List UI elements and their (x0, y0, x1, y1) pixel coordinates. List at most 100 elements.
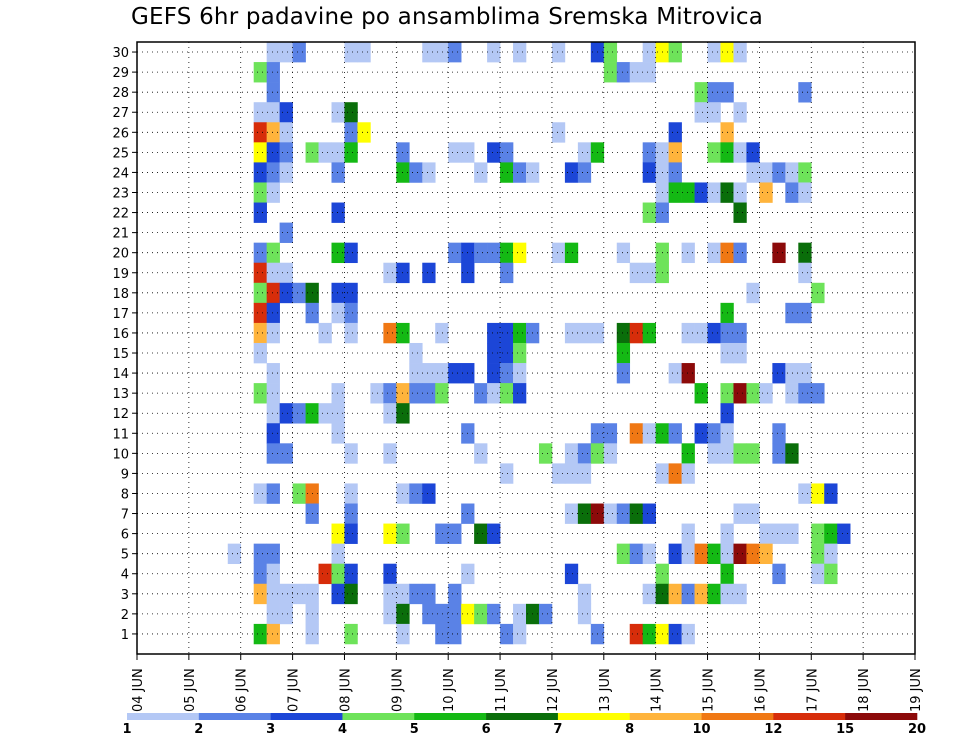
colorbar-label: 7 (553, 722, 562, 737)
x-tick-label: 06 JUN (235, 668, 250, 712)
heatmap-cell (642, 162, 656, 183)
heatmap-cell (681, 523, 695, 544)
x-tick-label: 07 JUN (287, 668, 302, 712)
heatmap-cell (577, 443, 592, 464)
heatmap-cell (668, 463, 682, 484)
heatmap-cell (538, 603, 553, 625)
heatmap-cell (474, 523, 488, 544)
heatmap-cell (279, 403, 293, 424)
heatmap-cell (642, 623, 656, 645)
heatmap-cell (759, 543, 773, 565)
heatmap-cell (513, 342, 527, 364)
y-tick-label: 24 (112, 166, 129, 181)
heatmap-cell (344, 242, 358, 264)
heatmap-cell (500, 463, 514, 484)
heatmap-cell (707, 42, 721, 63)
heatmap-cell (551, 122, 566, 143)
heatmap-cell (487, 603, 501, 625)
y-tick-label: 13 (112, 387, 129, 402)
heatmap-cell (253, 543, 267, 565)
heatmap-cell (577, 503, 592, 524)
heatmap-cell (513, 383, 527, 404)
heatmap-cell (409, 383, 423, 404)
heatmap-cell (253, 182, 267, 203)
heatmap-cell (824, 523, 838, 544)
heatmap-cell (318, 322, 332, 344)
heatmap-cell (253, 302, 267, 324)
heatmap-cell (603, 62, 618, 83)
heatmap-cell (487, 342, 501, 364)
heatmap-cell (668, 162, 682, 183)
heatmap-cell (344, 443, 358, 464)
colorbar-swatch (198, 713, 271, 720)
heatmap-cell (279, 222, 293, 243)
heatmap-cell (409, 363, 423, 384)
y-tick-label: 28 (112, 86, 129, 101)
heatmap-cell (694, 543, 708, 565)
heatmap-cell (824, 563, 838, 585)
heatmap-cell (746, 383, 760, 404)
heatmap-cell (448, 583, 462, 605)
heatmap-cell (279, 262, 293, 284)
heatmap-cell (551, 463, 566, 484)
heatmap-cell (253, 583, 267, 605)
heatmap-cell (266, 182, 280, 203)
heatmap-cell (500, 342, 514, 364)
heatmap-cell (266, 262, 280, 284)
heatmap-cell (253, 623, 267, 645)
y-tick-label: 30 (112, 46, 129, 61)
heatmap-cell (798, 363, 812, 384)
heatmap-cell (344, 583, 358, 605)
heatmap-cell (733, 543, 747, 565)
heatmap-cell (629, 262, 643, 284)
heatmap-cell (681, 322, 695, 344)
heatmap-cell (668, 182, 682, 203)
heatmap-cell (772, 563, 786, 585)
heatmap-cell (409, 162, 423, 183)
heatmap-cell (279, 603, 293, 625)
heatmap-cell (344, 503, 358, 524)
y-tick-label: 29 (112, 66, 129, 81)
heatmap-cell (331, 543, 345, 565)
heatmap-cell (668, 623, 682, 645)
y-tick-label: 5 (121, 548, 129, 563)
heatmap-cell (422, 483, 436, 504)
heatmap-cell (435, 383, 449, 404)
heatmap-cell (772, 162, 786, 183)
heatmap-cell (798, 242, 812, 264)
heatmap-cell (616, 322, 631, 344)
heatmap-cell (383, 262, 397, 284)
heatmap-cell (564, 503, 579, 524)
heatmap-cell (694, 182, 708, 203)
heatmap-cell (253, 383, 267, 404)
heatmap-cell (344, 623, 358, 645)
heatmap-cell (292, 282, 306, 304)
y-tick-label: 26 (112, 126, 129, 141)
y-tick-label: 18 (112, 287, 129, 302)
x-tick-label: 16 JUN (753, 668, 768, 712)
heatmap-cell (344, 483, 358, 504)
x-tick-label: 14 JUN (650, 668, 665, 712)
heatmap-cell (448, 142, 462, 163)
heatmap-cell (513, 162, 527, 183)
heatmap-cell (318, 403, 332, 424)
heatmap-cell (266, 423, 280, 444)
heatmap-cell (733, 102, 747, 123)
heatmap-cell (733, 443, 747, 464)
heatmap-cell (564, 322, 579, 344)
heatmap-cell (331, 202, 345, 223)
heatmap-cell (266, 483, 280, 504)
heatmap-cell (681, 182, 695, 203)
heatmap-cell (759, 162, 773, 183)
heatmap-cell (733, 583, 747, 605)
heatmap-cell (785, 383, 799, 404)
grid-lines (137, 42, 915, 654)
heatmap-cell (746, 443, 760, 464)
heatmap-cell (629, 423, 643, 444)
heatmap-cell (448, 603, 462, 625)
colorbar-swatch (486, 713, 559, 720)
heatmap-cell (642, 62, 656, 83)
heatmap-cell (266, 122, 280, 143)
x-tick-label: 17 JUN (805, 668, 820, 712)
heatmap-cell (344, 302, 358, 324)
